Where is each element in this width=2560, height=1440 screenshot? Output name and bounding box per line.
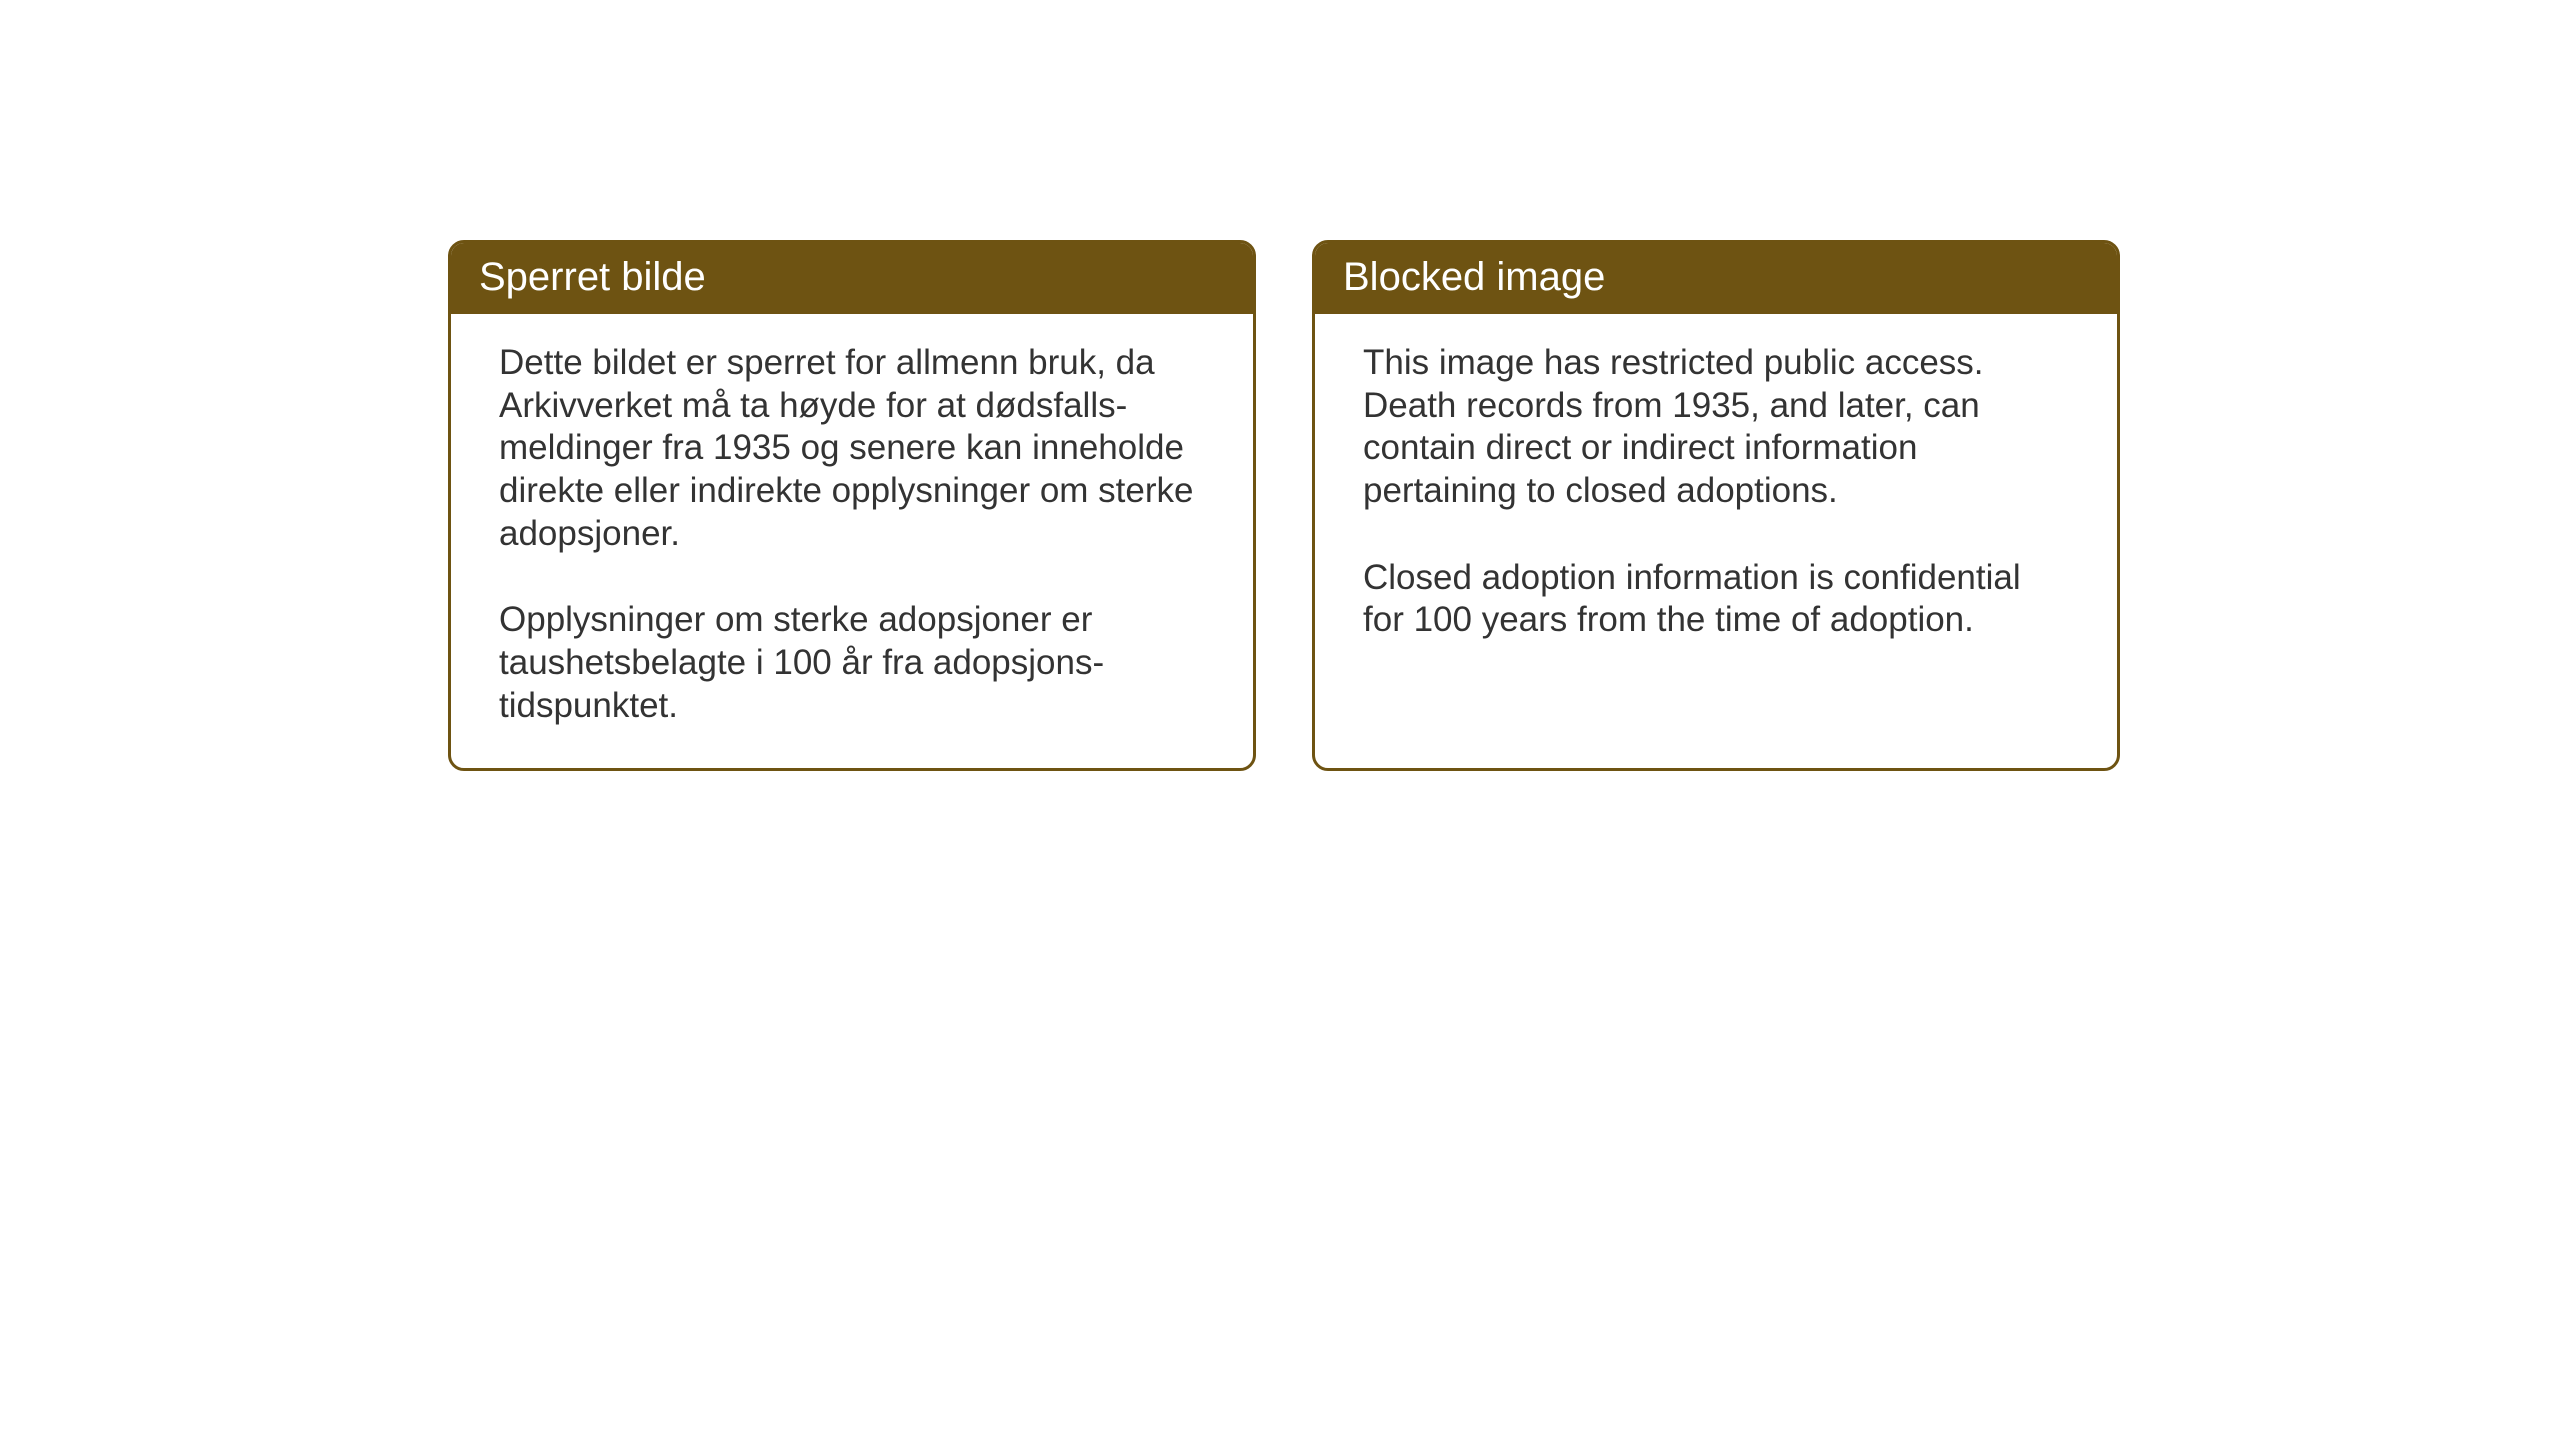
notice-container: Sperret bilde Dette bildet er sperret fo… — [448, 240, 2120, 771]
paragraph-2-norwegian: Opplysninger om sterke adopsjoner er tau… — [499, 599, 1205, 727]
card-header-english: Blocked image — [1315, 243, 2117, 314]
notice-card-norwegian: Sperret bilde Dette bildet er sperret fo… — [448, 240, 1256, 771]
paragraph-1-english: This image has restricted public access.… — [1363, 342, 2069, 513]
paragraph-1-norwegian: Dette bildet er sperret for allmenn bruk… — [499, 342, 1205, 555]
notice-card-english: Blocked image This image has restricted … — [1312, 240, 2120, 771]
card-header-norwegian: Sperret bilde — [451, 243, 1253, 314]
card-body-english: This image has restricted public access.… — [1315, 314, 2117, 682]
paragraph-2-english: Closed adoption information is confident… — [1363, 557, 2069, 642]
card-body-norwegian: Dette bildet er sperret for allmenn bruk… — [451, 314, 1253, 768]
